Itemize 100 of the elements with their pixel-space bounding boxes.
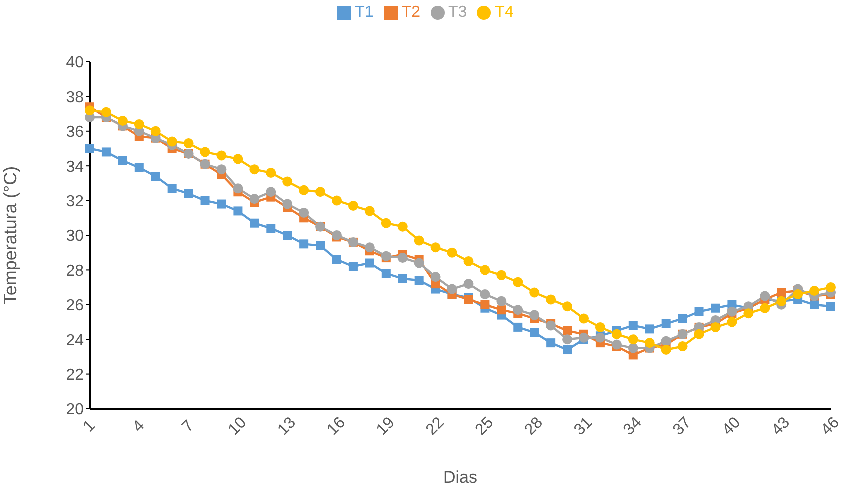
point	[546, 320, 556, 331]
point	[299, 185, 310, 196]
y-tick-label: 24	[66, 332, 84, 350]
point	[414, 258, 424, 268]
y-tick-label: 28	[66, 262, 84, 280]
point	[464, 279, 474, 290]
point	[464, 256, 474, 267]
x-tick-label: 25	[472, 414, 498, 439]
x-tick-label: 4	[130, 417, 148, 436]
x-tick-label: 19	[374, 414, 398, 439]
point	[216, 150, 227, 161]
point	[300, 240, 309, 249]
x-tick-label: 22	[423, 414, 448, 439]
point	[530, 310, 540, 320]
point	[612, 329, 622, 340]
point	[744, 308, 754, 319]
point	[381, 218, 392, 228]
point	[118, 156, 128, 166]
point	[151, 172, 160, 182]
point	[480, 289, 490, 300]
legend-label: T4	[495, 4, 514, 21]
x-tick-label: 43	[768, 414, 794, 439]
point	[480, 265, 490, 276]
point	[167, 136, 178, 147]
point	[233, 154, 244, 164]
point	[102, 148, 111, 157]
point	[760, 291, 770, 302]
y-tick-label: 40	[66, 54, 84, 72]
point	[694, 307, 704, 316]
x-tick-label: 13	[274, 414, 300, 439]
point	[282, 199, 293, 210]
point	[447, 248, 458, 258]
point	[727, 306, 738, 317]
point	[365, 258, 374, 268]
x-tick-label: 46	[818, 414, 844, 439]
point	[628, 334, 638, 345]
x-tick-label: 28	[522, 414, 547, 439]
x-tick-label: 7	[179, 417, 198, 436]
point	[628, 321, 638, 330]
point	[168, 184, 177, 194]
point	[382, 269, 391, 278]
y-tick-label: 38	[66, 89, 84, 106]
y-tick-label: 22	[66, 366, 84, 384]
point	[810, 300, 820, 310]
point	[727, 317, 738, 328]
point	[579, 314, 589, 324]
y-tick-label: 30	[66, 228, 84, 246]
point	[217, 200, 226, 209]
legend-label: T1	[355, 4, 374, 21]
point	[546, 338, 556, 348]
point	[530, 288, 540, 298]
point	[496, 270, 507, 280]
point	[332, 255, 342, 264]
point	[662, 319, 671, 328]
y-tick-label: 32	[66, 193, 84, 210]
y-tick-label: 20	[66, 402, 84, 419]
x-tick-label: 1	[80, 417, 99, 436]
point	[711, 304, 720, 313]
point	[513, 277, 524, 288]
point	[216, 164, 227, 175]
point	[316, 241, 326, 250]
point	[612, 340, 622, 350]
x-tick-label: 10	[226, 414, 250, 439]
point	[381, 251, 392, 262]
point	[184, 189, 194, 198]
point	[250, 194, 260, 204]
point	[694, 329, 704, 340]
point	[364, 242, 375, 253]
point	[86, 144, 94, 154]
point	[414, 236, 424, 246]
point	[266, 168, 276, 178]
point	[250, 164, 260, 175]
x-tick-label: 16	[324, 414, 350, 439]
point	[826, 302, 836, 312]
point	[364, 206, 375, 216]
point	[150, 126, 161, 136]
point	[332, 196, 342, 206]
point	[563, 326, 572, 336]
point	[348, 201, 358, 212]
legend-label: T2	[402, 4, 420, 21]
y-tick-label: 36	[66, 124, 84, 142]
point	[316, 187, 326, 198]
point	[200, 196, 210, 206]
y-tick-label: 26	[66, 298, 84, 315]
point	[595, 322, 606, 332]
point	[299, 208, 310, 218]
point	[678, 342, 688, 352]
point	[777, 288, 786, 298]
point	[480, 300, 490, 310]
point	[760, 303, 770, 314]
y-axis-title: Temperatura (°C)	[0, 166, 20, 305]
point	[678, 314, 688, 324]
x-axis-title: Dias	[443, 468, 478, 488]
y-tick-label: 34	[66, 158, 84, 176]
point	[497, 306, 506, 315]
point	[710, 322, 721, 332]
point	[134, 163, 144, 172]
point	[562, 334, 573, 345]
point	[793, 289, 804, 300]
point	[414, 276, 424, 286]
